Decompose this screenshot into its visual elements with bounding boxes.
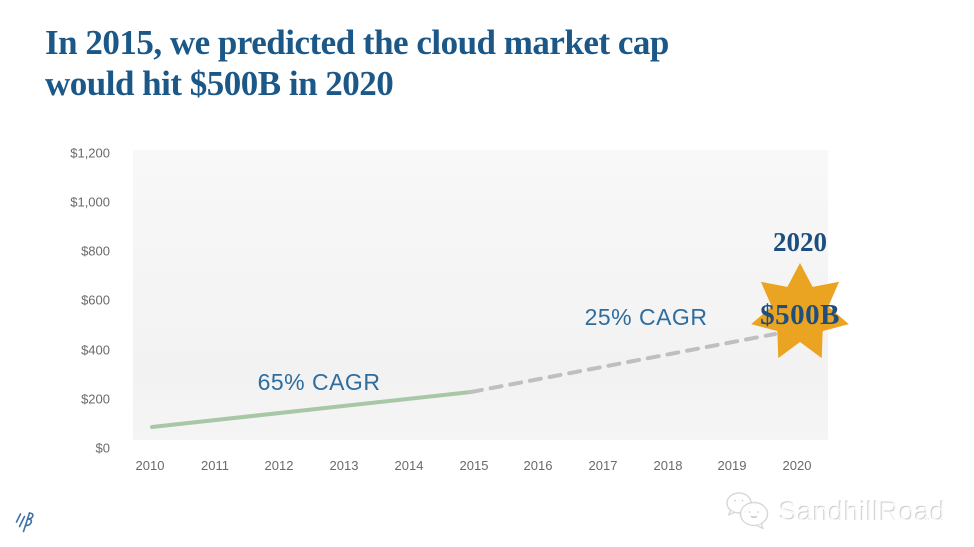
x-tick-label: 2016 [523, 458, 553, 473]
x-tick-label: 2015 [459, 458, 489, 473]
x-tick-label: 2010 [135, 458, 165, 473]
wechat-bubbles-icon [726, 492, 769, 530]
y-tick-label: $800 [81, 243, 110, 259]
x-tick-label: 2013 [329, 458, 359, 473]
x-tick-label: 2017 [588, 458, 618, 473]
y-tick-label: $200 [81, 391, 110, 407]
x-tick-label: 2020 [782, 458, 812, 473]
y-tick-label: $1,000 [70, 194, 110, 210]
page-title-line-2: would hit $500B in 2020 [45, 64, 394, 103]
x-tick-label: 2014 [394, 458, 424, 473]
page-title-line-1: In 2015, we predicted the cloud market c… [45, 23, 669, 62]
x-tick-label: 2019 [717, 458, 747, 473]
chart-plot-area [133, 150, 828, 440]
x-tick-label: 2011 [201, 458, 229, 473]
y-tick-label: $1,200 [70, 145, 110, 161]
watermark: SandhillRoad [724, 491, 946, 533]
page-title: In 2015, we predicted the cloud market c… [45, 22, 825, 104]
y-tick-label: $0 [95, 440, 110, 456]
historical-cagr-label: 65% CAGR [257, 369, 381, 395]
endpoint-year-label: 2020 [773, 227, 827, 257]
y-tick-label: $400 [81, 342, 110, 358]
predicted-cagr-label: 25% CAGR [584, 304, 708, 330]
y-tick-label: $600 [81, 292, 110, 308]
endpoint-value-label: $500B [760, 299, 840, 331]
x-tick-label: 2012 [264, 458, 294, 473]
watermark-text: SandhillRoad [779, 496, 946, 527]
bvp-slash-b-logo-icon [15, 512, 34, 533]
x-tick-label: 2018 [653, 458, 683, 473]
